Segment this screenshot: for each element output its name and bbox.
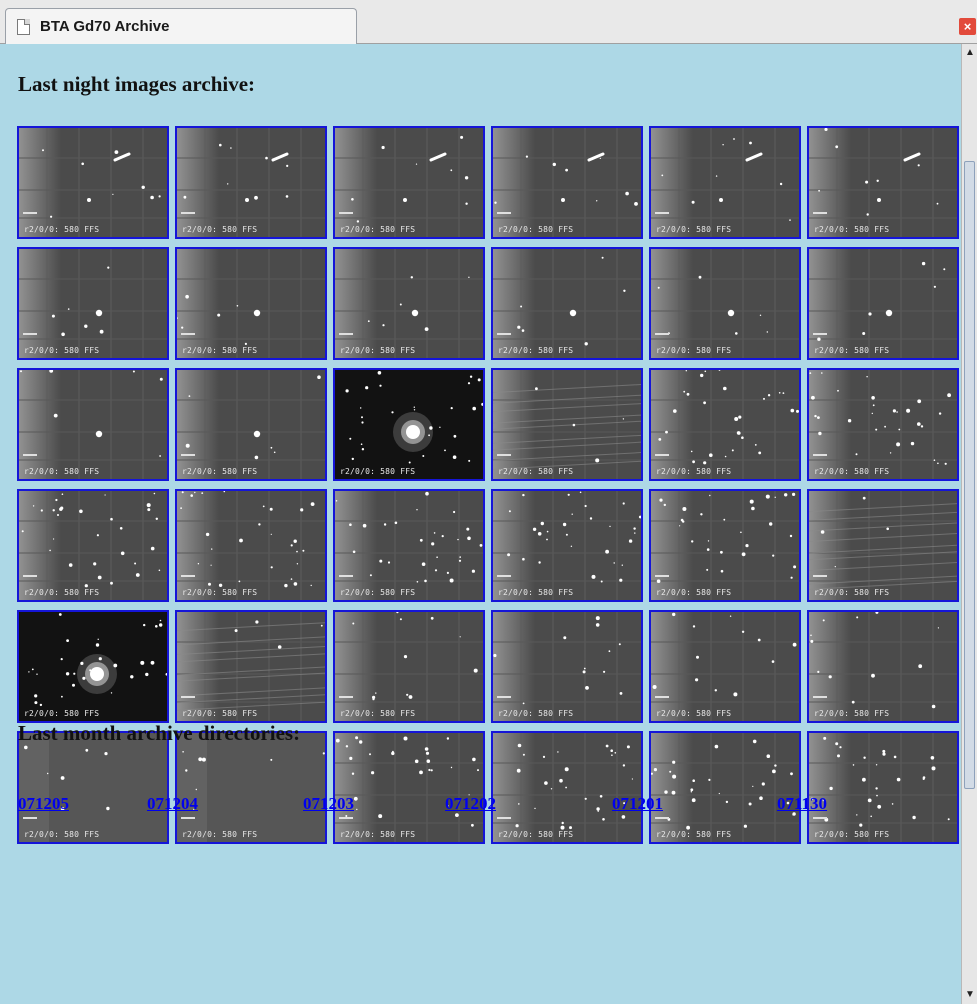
thumbnail-caption: r2/0/0: 580 FFS xyxy=(24,709,100,718)
thumbnail-image[interactable]: r2/0/0: 580 FFS xyxy=(807,126,959,239)
thumbnail-image[interactable]: r2/0/0: 580 FFS xyxy=(333,610,485,723)
thumbnail-caption: r2/0/0: 580 FFS xyxy=(182,709,258,718)
thumbnail-caption: r2/0/0: 580 FFS xyxy=(182,830,258,839)
thumbnail-image[interactable]: r2/0/0: 580 FFS xyxy=(175,731,327,844)
thumbnail-caption: r2/0/0: 580 FFS xyxy=(498,467,574,476)
thumbnail-caption: r2/0/0: 580 FFS xyxy=(656,467,732,476)
thumbnail-caption: r2/0/0: 580 FFS xyxy=(24,346,100,355)
thumbnail-image[interactable]: r2/0/0: 580 FFS xyxy=(333,731,485,844)
thumbnail-image[interactable]: r2/0/0: 580 FFS xyxy=(649,126,801,239)
scrollbar-thumb[interactable] xyxy=(964,161,975,789)
page-content: Last night images archive: r2/0/0: 580 F… xyxy=(0,44,961,1004)
thumbnail-image[interactable]: r2/0/0: 580 FFS xyxy=(649,610,801,723)
thumbnail-caption: r2/0/0: 580 FFS xyxy=(340,346,416,355)
thumbnail-image[interactable]: r2/0/0: 580 FFS xyxy=(807,610,959,723)
thumbnail-image[interactable]: r2/0/0: 580 FFS xyxy=(175,489,327,602)
thumbnail-image[interactable]: r2/0/0: 580 FFS xyxy=(17,126,169,239)
tab-title: BTA Gd70 Archive xyxy=(40,18,170,35)
tab-bta-archive[interactable]: BTA Gd70 Archive xyxy=(5,8,357,44)
thumbnail-caption: r2/0/0: 580 FFS xyxy=(182,467,258,476)
thumbnail-caption: r2/0/0: 580 FFS xyxy=(24,830,100,839)
thumbnail-caption: r2/0/0: 580 FFS xyxy=(656,830,732,839)
thumbnail-caption: r2/0/0: 580 FFS xyxy=(24,588,100,597)
thumbnail-image[interactable]: r2/0/0: 580 FFS xyxy=(17,610,169,723)
thumbnail-image[interactable]: r2/0/0: 580 FFS xyxy=(17,489,169,602)
directory-link[interactable]: 071204 xyxy=(147,794,198,813)
thumbnail-image[interactable]: r2/0/0: 580 FFS xyxy=(491,489,643,602)
scroll-down-icon[interactable]: ▼ xyxy=(965,989,975,1000)
thumbnail-caption: r2/0/0: 580 FFS xyxy=(814,467,890,476)
close-icon[interactable]: × xyxy=(959,18,976,35)
thumbnail-image[interactable]: r2/0/0: 580 FFS xyxy=(333,368,485,481)
thumbnail-image[interactable]: r2/0/0: 580 FFS xyxy=(17,368,169,481)
thumbnail-caption: r2/0/0: 580 FFS xyxy=(24,467,100,476)
thumbnail-caption: r2/0/0: 580 FFS xyxy=(182,588,258,597)
thumbnail-caption: r2/0/0: 580 FFS xyxy=(656,346,732,355)
thumbnail-image[interactable]: r2/0/0: 580 FFS xyxy=(491,610,643,723)
thumbnail-caption: r2/0/0: 580 FFS xyxy=(656,225,732,234)
thumbnail-caption: r2/0/0: 580 FFS xyxy=(498,346,574,355)
thumbnail-caption: r2/0/0: 580 FFS xyxy=(814,830,890,839)
thumbnail-caption: r2/0/0: 580 FFS xyxy=(340,709,416,718)
thumbnail-image[interactable]: r2/0/0: 580 FFS xyxy=(333,126,485,239)
directory-link[interactable]: 071201 xyxy=(612,794,663,813)
thumbnail-image[interactable]: r2/0/0: 580 FFS xyxy=(175,126,327,239)
thumbnail-caption: r2/0/0: 580 FFS xyxy=(498,588,574,597)
thumbnail-image[interactable]: r2/0/0: 580 FFS xyxy=(175,368,327,481)
thumbnail-image[interactable]: r2/0/0: 580 FFS xyxy=(649,247,801,360)
directory-link[interactable]: 071203 xyxy=(303,794,354,813)
thumbnail-image[interactable]: r2/0/0: 580 FFS xyxy=(17,247,169,360)
images-heading: Last night images archive: xyxy=(18,72,256,96)
thumbnail-image[interactable]: r2/0/0: 580 FFS xyxy=(491,368,643,481)
thumbnail-caption: r2/0/0: 580 FFS xyxy=(340,467,416,476)
thumbnail-image[interactable]: r2/0/0: 580 FFS xyxy=(649,368,801,481)
thumbnail-image[interactable]: r2/0/0: 580 FFS xyxy=(333,247,485,360)
thumbnail-caption: r2/0/0: 580 FFS xyxy=(814,588,890,597)
thumbnail-image[interactable]: r2/0/0: 580 FFS xyxy=(649,731,801,844)
thumbnail-image[interactable]: r2/0/0: 580 FFS xyxy=(175,610,327,723)
scroll-up-icon[interactable]: ▲ xyxy=(965,47,975,58)
thumbnail-image[interactable]: r2/0/0: 580 FFS xyxy=(333,489,485,602)
thumbnail-caption: r2/0/0: 580 FFS xyxy=(340,225,416,234)
thumbnail-image[interactable]: r2/0/0: 580 FFS xyxy=(175,247,327,360)
thumbnail-caption: r2/0/0: 580 FFS xyxy=(498,225,574,234)
page-icon xyxy=(17,19,30,35)
thumbnail-image[interactable]: r2/0/0: 580 FFS xyxy=(807,247,959,360)
thumbnail-image[interactable]: r2/0/0: 580 FFS xyxy=(491,731,643,844)
thumbnail-image[interactable]: r2/0/0: 580 FFS xyxy=(17,731,169,844)
thumbnail-image[interactable]: r2/0/0: 580 FFS xyxy=(491,247,643,360)
directory-link[interactable]: 071205 xyxy=(18,794,69,813)
directory-link[interactable]: 071202 xyxy=(445,794,496,813)
thumbnail-caption: r2/0/0: 580 FFS xyxy=(340,588,416,597)
thumbnail-caption: r2/0/0: 580 FFS xyxy=(24,225,100,234)
thumbnail-image[interactable]: r2/0/0: 580 FFS xyxy=(807,368,959,481)
thumbnail-caption: r2/0/0: 580 FFS xyxy=(814,225,890,234)
thumbnail-caption: r2/0/0: 580 FFS xyxy=(182,346,258,355)
thumbnail-caption: r2/0/0: 580 FFS xyxy=(498,709,574,718)
tab-bar: BTA Gd70 Archive × xyxy=(0,0,977,44)
directory-links: 071205 071204 071203 071202 071201 071130 xyxy=(18,794,938,818)
thumbnail-grid: r2/0/0: 580 FFS r2/0/0: 580 FFS r2/0/0: 58… xyxy=(17,126,959,844)
thumbnail-caption: r2/0/0: 580 FFS xyxy=(182,225,258,234)
thumbnail-caption: r2/0/0: 580 FFS xyxy=(340,830,416,839)
thumbnail-image[interactable]: r2/0/0: 580 FFS xyxy=(491,126,643,239)
thumbnail-caption: r2/0/0: 580 FFS xyxy=(814,346,890,355)
thumbnail-caption: r2/0/0: 580 FFS xyxy=(814,709,890,718)
thumbnail-image[interactable]: r2/0/0: 580 FFS xyxy=(807,489,959,602)
thumbnail-image[interactable]: r2/0/0: 580 FFS xyxy=(807,731,959,844)
vertical-scrollbar[interactable]: ▲ ▼ xyxy=(961,44,977,1004)
thumbnail-image[interactable]: r2/0/0: 580 FFS xyxy=(649,489,801,602)
thumbnail-caption: r2/0/0: 580 FFS xyxy=(498,830,574,839)
directories-heading: Last month archive directories: xyxy=(18,721,301,745)
thumbnail-caption: r2/0/0: 580 FFS xyxy=(656,588,732,597)
thumbnail-caption: r2/0/0: 580 FFS xyxy=(656,709,732,718)
directory-link[interactable]: 071130 xyxy=(777,794,828,813)
